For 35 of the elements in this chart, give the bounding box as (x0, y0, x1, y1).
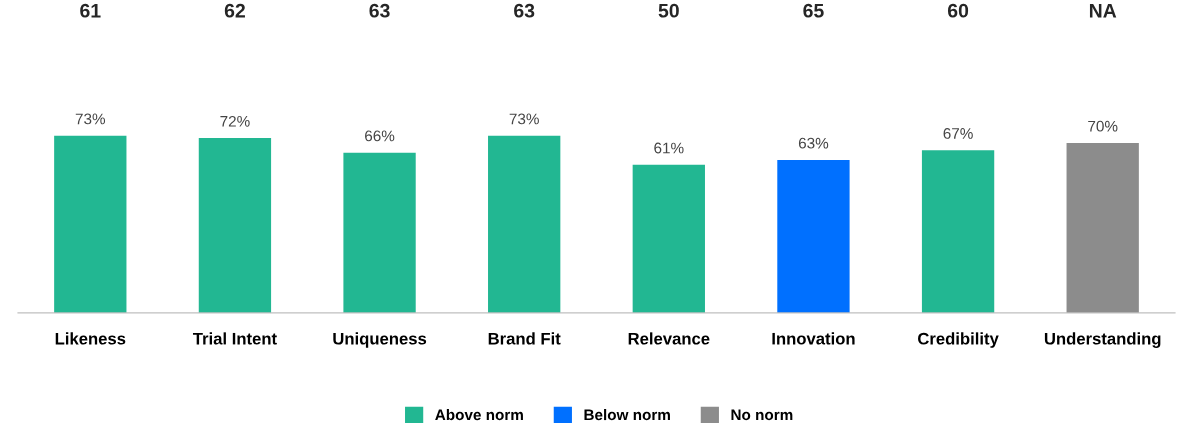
bar (1066, 142, 1139, 313)
x-tick-label: Uniqueness (333, 332, 427, 348)
x-tick-label: Understanding (1044, 332, 1161, 348)
bar (343, 152, 416, 313)
legend-label: No norm (731, 409, 793, 421)
x-tick-label: Credibility (918, 332, 999, 348)
bar (632, 164, 705, 313)
data-label: 63% (798, 137, 829, 149)
x-tick-label: Likeness (55, 332, 126, 345)
data-label: 73% (509, 113, 539, 125)
text: 62 (224, 3, 245, 18)
text: 65 (803, 3, 824, 18)
text: 60 (947, 3, 969, 18)
text: 61 (80, 3, 101, 18)
bar (777, 159, 850, 313)
data-label: 67% (943, 128, 973, 139)
x-tick-label: Relevance (628, 332, 710, 345)
text: NA (1089, 4, 1117, 18)
data-label: 73% (75, 113, 106, 125)
x-tick-label: Innovation (772, 332, 855, 345)
data-label: 66% (365, 130, 395, 142)
bar (198, 138, 272, 313)
text: 50 (658, 3, 679, 18)
x-tick-label: Brand Fit (488, 332, 561, 345)
bar (921, 150, 995, 313)
text: 63 (369, 3, 390, 18)
bar (488, 135, 561, 313)
bar (54, 135, 127, 313)
data-label: 70% (1088, 120, 1118, 132)
data-label: 61% (654, 142, 684, 154)
legend-label: Above norm (435, 409, 523, 421)
legend-label: Below norm (584, 409, 670, 421)
x-tick-label: Trial Intent (192, 332, 277, 345)
text: 63 (514, 3, 535, 18)
data-label: 72% (220, 115, 250, 127)
